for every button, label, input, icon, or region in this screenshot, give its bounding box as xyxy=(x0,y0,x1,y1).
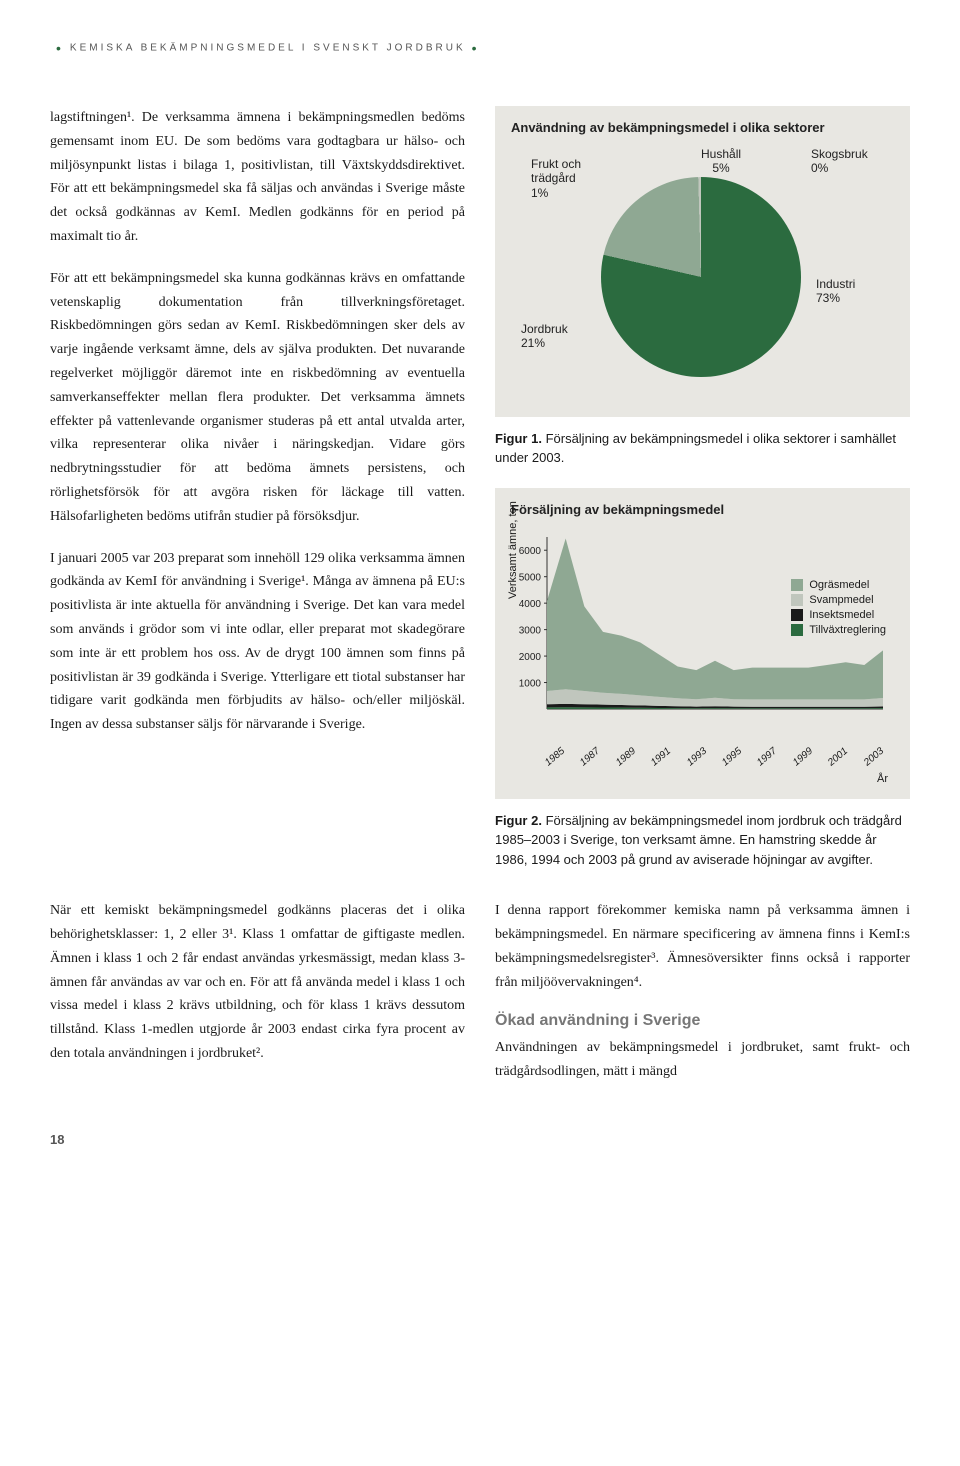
x-tick-label: 1985 xyxy=(543,745,567,768)
x-tick-label: 1997 xyxy=(755,745,779,768)
page-number: 18 xyxy=(50,1132,910,1147)
section-heading: Ökad användning i Sverige xyxy=(495,1012,910,1030)
svg-text:5000: 5000 xyxy=(519,572,542,583)
pie-chart-title: Användning av bekämpningsmedel i olika s… xyxy=(511,120,894,137)
figure-label: Figur 1. xyxy=(495,431,542,446)
x-tick-label: 1993 xyxy=(685,745,709,768)
right-column: Användning av bekämpningsmedel i olika s… xyxy=(495,106,910,889)
svg-text:4000: 4000 xyxy=(519,599,542,610)
area-chart: Verksamt ämne, ton 100020003000400050006… xyxy=(511,529,894,789)
body-paragraph: När ett kemiskt bekämpningsmedel godkänn… xyxy=(50,899,465,1066)
pie-slice-label: Hushåll5% xyxy=(701,147,741,176)
x-tick-label: 1989 xyxy=(614,745,638,768)
svg-text:2000: 2000 xyxy=(519,652,542,663)
bottom-columns: När ett kemiskt bekämpningsmedel godkänn… xyxy=(50,899,910,1102)
figure-1-caption: Figur 1. Försäljning av bekämpningsmedel… xyxy=(495,429,910,468)
legend-item: Insektsmedel xyxy=(791,609,886,621)
y-axis-label: Verksamt ämne, ton xyxy=(507,501,519,599)
running-head-text: KEMISKA BEKÄMPNINGSMEDEL I SVENSKT JORDB… xyxy=(70,43,466,54)
body-paragraph: I denna rapport förekommer kemiska namn … xyxy=(495,899,910,994)
figure-caption-text: Försäljning av bekämpningsmedel i olika … xyxy=(495,431,896,466)
pie-slice-label: Industri73% xyxy=(816,277,855,306)
left-column-bottom: När ett kemiskt bekämpningsmedel godkänn… xyxy=(50,899,465,1102)
svg-text:1000: 1000 xyxy=(519,678,542,689)
pie-chart-box: Användning av bekämpningsmedel i olika s… xyxy=(495,106,910,417)
running-head: •KEMISKA BEKÄMPNINGSMEDEL I SVENSKT JORD… xyxy=(50,40,910,56)
x-tick-label: 2003 xyxy=(862,745,886,768)
pie-slice-label: Skogsbruk0% xyxy=(811,147,868,176)
svg-text:6000: 6000 xyxy=(519,546,542,557)
figure-caption-text: Försäljning av bekämpningsmedel inom jor… xyxy=(495,813,902,867)
figure-2-caption: Figur 2. Försäljning av bekämpningsmedel… xyxy=(495,811,910,870)
x-axis-label: År xyxy=(877,773,888,785)
main-columns: lagstiftningen¹. De verksamma ämnena i b… xyxy=(50,106,910,889)
pie-graphic xyxy=(601,177,801,377)
x-tick-label: 1995 xyxy=(720,745,744,768)
body-paragraph: Användningen av bekämpningsmedel i jordb… xyxy=(495,1036,910,1084)
pie-slice-label: Jordbruk21% xyxy=(521,322,568,351)
legend-item: Ogräsmedel xyxy=(791,579,886,591)
x-tick-label: 1999 xyxy=(791,745,815,768)
svg-text:3000: 3000 xyxy=(519,625,542,636)
body-paragraph: För att ett bekämpningsmedel ska kunna g… xyxy=(50,267,465,529)
legend-item: Tillväxtreglering xyxy=(791,624,886,636)
x-tick-label: 2001 xyxy=(826,745,850,768)
x-tick-label: 1991 xyxy=(649,745,673,768)
area-chart-title: Försäljning av bekämpningsmedel xyxy=(511,502,894,519)
x-tick-label: 1987 xyxy=(578,745,602,768)
left-column: lagstiftningen¹. De verksamma ämnena i b… xyxy=(50,106,465,889)
legend-item: Svampmedel xyxy=(791,594,886,606)
area-chart-box: Försäljning av bekämpningsmedel Verksamt… xyxy=(495,488,910,799)
body-paragraph: I januari 2005 var 203 preparat som inne… xyxy=(50,547,465,737)
x-axis-ticks: 1985198719891991199319951997199920012003 xyxy=(543,760,884,771)
right-column-bottom: I denna rapport förekommer kemiska namn … xyxy=(495,899,910,1102)
body-paragraph: lagstiftningen¹. De verksamma ämnena i b… xyxy=(50,106,465,249)
figure-label: Figur 2. xyxy=(495,813,542,828)
pie-chart: Frukt ochträdgård1% Hushåll5% Skogsbruk0% J… xyxy=(511,147,894,407)
pie-slice-label: Frukt ochträdgård1% xyxy=(531,157,581,200)
area-legend: Ogräsmedel Svampmedel Insektsmedel Tillväxt… xyxy=(791,579,886,639)
